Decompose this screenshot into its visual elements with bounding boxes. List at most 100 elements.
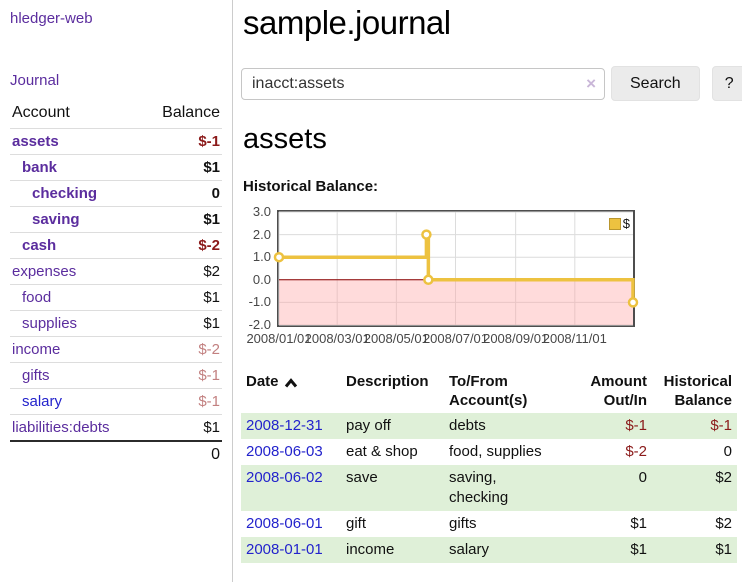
account-row: supplies $1	[10, 310, 222, 337]
accounts-body: assets $-1 bank $1 checking 0 saving $1 cash $-2 e…	[10, 128, 222, 442]
account-link-salary[interactable]: salary	[22, 393, 63, 410]
account-row: liabilities:debts $1	[10, 414, 222, 442]
register-row: 2008-01-01 income salary $1 $1	[241, 537, 737, 563]
account-row: income $-2	[10, 336, 222, 363]
account-link-saving[interactable]: saving	[32, 211, 80, 228]
x-axis-tick: 2008/03/01	[304, 331, 370, 346]
account-link-expenses[interactable]: expenses	[12, 263, 77, 280]
account-link-bank[interactable]: bank	[22, 159, 58, 176]
account-link-supplies[interactable]: supplies	[22, 315, 78, 332]
register-body: 2008-12-31 pay off debts $-1 $-1 2008-06-03 ea…	[241, 413, 737, 563]
chart-plot-area: $	[273, 210, 639, 327]
x-axis-tick: 2008/07/01	[422, 331, 489, 346]
account-balance: $1	[203, 419, 220, 436]
chart-legend: $	[608, 216, 630, 231]
account-row: cash $-2	[10, 232, 222, 259]
account-link-income[interactable]: income	[12, 341, 61, 358]
register-row: 2008-06-02 save saving, checking 0 $2	[241, 465, 737, 511]
register-header-row: Date Description To/From Account(s) Amou…	[241, 369, 737, 413]
historical-balance-chart: $ 3.0 2.0 1.0 0.0 -1.0 -2.0 2008/01/01 2008/03/…	[241, 203, 742, 349]
account-balance: $-1	[198, 133, 220, 150]
transaction-accounts: salary	[449, 541, 490, 558]
x-axis-tick: 2008/01/01	[246, 331, 312, 346]
account-balance: $-2	[198, 237, 220, 254]
account-balance: $1	[203, 159, 220, 176]
x-axis-tick: 2008/05/01	[363, 331, 429, 346]
transaction-description: pay off	[346, 417, 391, 434]
account-link-checking[interactable]: checking	[32, 185, 98, 202]
sidebar-item-journal[interactable]: Journal	[10, 72, 60, 89]
transaction-balance: $2	[715, 469, 732, 486]
register-row: 2008-06-03 eat & shop food, supplies $-2 0	[241, 439, 737, 465]
transaction-amount: $1	[630, 541, 647, 558]
account-row: gifts $-1	[10, 362, 222, 389]
chart-label: Historical Balance:	[243, 178, 379, 195]
app-title-link[interactable]: hledger-web	[10, 10, 93, 27]
account-row: checking 0	[10, 180, 222, 207]
main-content: sample.journal × Search ? assets Histori…	[233, 0, 742, 582]
column-header-amount: Amount Out/In	[590, 373, 647, 409]
y-axis-tick: 2.0	[252, 226, 271, 242]
account-balance: $1	[203, 211, 220, 228]
account-link-assets[interactable]: assets	[12, 133, 59, 150]
page-title: sample.journal	[243, 4, 451, 41]
accounts-header-account: Account	[12, 104, 70, 121]
transaction-accounts: saving, checking	[449, 469, 509, 506]
sidebar: hledger-web Journal Account Balance asse…	[0, 0, 233, 582]
account-row: bank $1	[10, 154, 222, 181]
y-axis-tick: -1.0	[248, 294, 271, 310]
transaction-date-link[interactable]: 2008-06-01	[246, 515, 323, 532]
chart-canvas	[273, 211, 639, 326]
account-row: expenses $2	[10, 258, 222, 285]
transaction-description: eat & shop	[346, 443, 418, 460]
transaction-date-link[interactable]: 2008-06-03	[246, 443, 323, 460]
column-header-accounts: To/From Account(s)	[449, 373, 528, 409]
transaction-accounts: debts	[449, 417, 486, 434]
transaction-balance: $1	[715, 541, 732, 558]
transaction-balance: $2	[715, 515, 732, 532]
account-link-cash[interactable]: cash	[22, 237, 57, 254]
account-row: saving $1	[10, 206, 222, 233]
y-axis-tick: -2.0	[248, 317, 271, 332]
transaction-amount: $-1	[625, 417, 647, 434]
transaction-balance: $-1	[710, 417, 732, 434]
transaction-amount: $-2	[625, 443, 647, 460]
search-form: × Search ?	[241, 66, 742, 101]
account-balance: $1	[203, 289, 220, 306]
account-link-food[interactable]: food	[22, 289, 52, 306]
account-balance: 0	[211, 185, 220, 202]
x-axis-tick: 2008/09/01	[483, 331, 549, 346]
transaction-date-link[interactable]: 2008-06-02	[246, 469, 323, 486]
account-balance: $1	[203, 315, 220, 332]
accounts-total-row: 0	[10, 441, 222, 467]
chevron-up-icon	[284, 377, 297, 387]
y-axis-tick: 1.0	[252, 249, 271, 265]
transaction-date-link[interactable]: 2008-01-01	[246, 541, 323, 558]
search-button[interactable]: Search	[611, 66, 700, 101]
column-header-date[interactable]: Date	[241, 369, 341, 413]
transaction-description: income	[346, 541, 395, 558]
y-axis-tick: 3.0	[252, 204, 271, 219]
column-header-description: Description	[346, 373, 429, 390]
account-balance: $-2	[198, 341, 220, 358]
transaction-date-link[interactable]: 2008-12-31	[246, 417, 323, 434]
x-axis-tick: 2008/11/01	[542, 331, 607, 346]
column-header-balance: Historical Balance	[663, 373, 732, 409]
legend-swatch	[608, 217, 621, 230]
transaction-description: save	[346, 469, 378, 486]
search-input[interactable]	[241, 67, 605, 100]
legend-label: $	[622, 216, 630, 231]
clear-search-icon[interactable]: ×	[586, 73, 596, 93]
transaction-description: gift	[346, 515, 367, 532]
accounts-table: Account Balance assets $-1 bank $1 checking 0…	[10, 102, 222, 467]
account-row: assets $-1	[10, 128, 222, 155]
account-balance: $-1	[198, 367, 220, 384]
transaction-accounts: food, supplies	[449, 443, 542, 460]
account-link-gifts[interactable]: gifts	[22, 367, 50, 384]
transaction-balance: 0	[723, 443, 732, 460]
help-button[interactable]: ?	[711, 66, 742, 101]
account-link-liabilities-debts[interactable]: liabilities:debts	[12, 419, 110, 436]
transaction-accounts: gifts	[449, 515, 477, 532]
register-row: 2008-06-01 gift gifts $1 $2	[241, 511, 737, 537]
